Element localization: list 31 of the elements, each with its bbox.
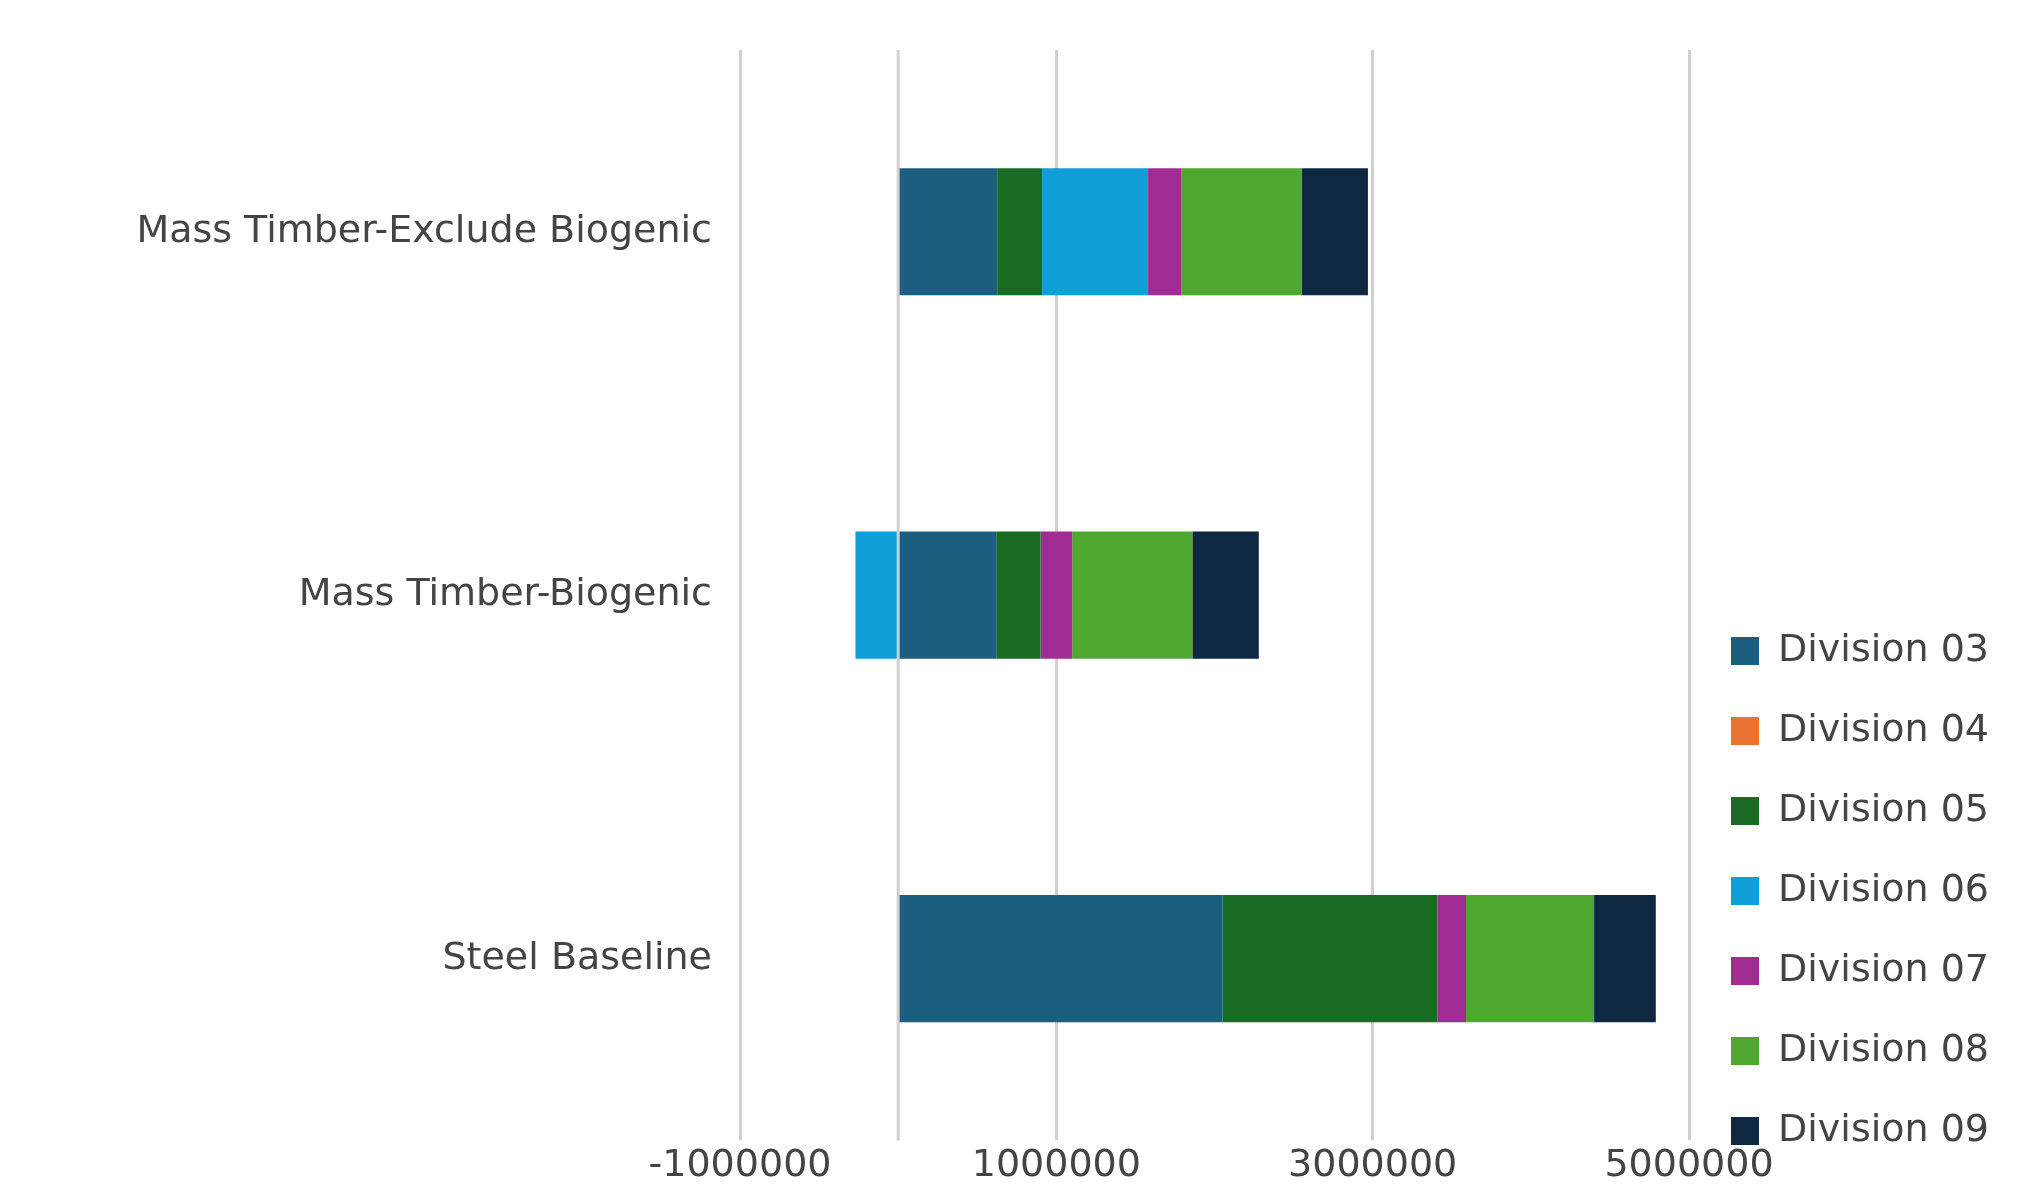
- bar: [1192, 531, 1259, 659]
- legend-label: Division 04: [1778, 705, 1990, 750]
- bar: [1222, 895, 1438, 1023]
- bar: [1072, 531, 1193, 659]
- bar: [1181, 168, 1302, 296]
- bar: [1148, 168, 1182, 296]
- bar: [898, 895, 1223, 1023]
- bar: [1042, 168, 1149, 296]
- bar: [1301, 168, 1368, 296]
- legend-label: Division 03: [1778, 625, 1990, 670]
- y-tick-label: Mass Timber-Exclude Biogenic: [136, 206, 712, 251]
- legend-label: Division 06: [1778, 865, 1990, 910]
- y-tick-label: Steel Baseline: [442, 933, 712, 978]
- x-tick-label: 3000000: [1288, 1141, 1458, 1186]
- y-tick-label: Mass Timber-Biogenic: [298, 570, 712, 615]
- bar: [1040, 531, 1073, 659]
- bar: [855, 531, 899, 659]
- x-tick-label: -1000000: [648, 1141, 832, 1186]
- bar: [996, 531, 1041, 659]
- bar: [1437, 895, 1466, 1023]
- legend-label: Division 08: [1778, 1025, 1990, 1070]
- bar: [898, 531, 997, 659]
- x-tick-label: 5000000: [1604, 1141, 1774, 1186]
- legend-label: Division 09: [1778, 1105, 1990, 1150]
- bar: [1466, 895, 1595, 1023]
- x-tick-label: 1000000: [971, 1141, 1141, 1186]
- legend-label: Division 07: [1778, 945, 1990, 990]
- legend-label: Division 05: [1778, 785, 1990, 830]
- bar: [997, 168, 1043, 296]
- bar: [898, 168, 998, 296]
- bar: [1594, 895, 1656, 1023]
